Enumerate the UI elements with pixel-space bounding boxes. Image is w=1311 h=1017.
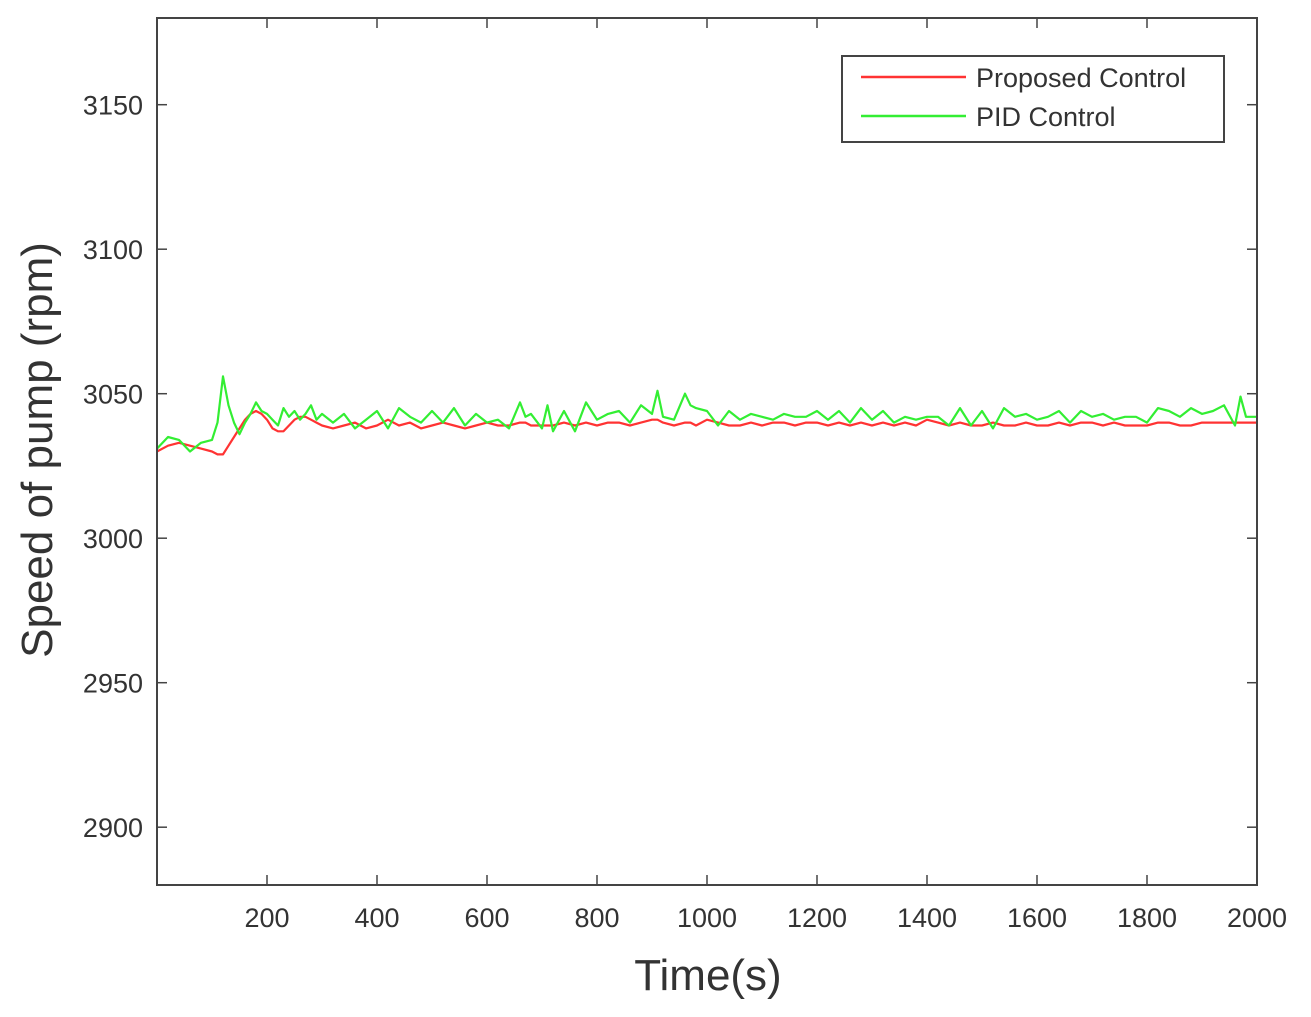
x-tick-label: 1800 xyxy=(1117,903,1177,933)
y-tick-label: 3000 xyxy=(83,524,143,554)
legend-box xyxy=(841,55,1225,143)
x-tick-label: 200 xyxy=(244,903,289,933)
y-tick-label: 3150 xyxy=(83,91,143,121)
x-tick-label: 400 xyxy=(354,903,399,933)
x-tick-label: 2000 xyxy=(1227,903,1287,933)
x-tick-label: 1400 xyxy=(897,903,957,933)
x-tick-label: 600 xyxy=(464,903,509,933)
y-tick-label: 3100 xyxy=(83,235,143,265)
legend: Proposed Control PID Control xyxy=(841,55,1225,143)
legend-label-pid-control: PID Control xyxy=(976,102,1116,132)
series-layer xyxy=(156,375,1257,456)
x-tick-label: 1600 xyxy=(1007,903,1067,933)
x-tick-label: 1000 xyxy=(677,903,737,933)
ticks-layer: 200 400 600 800 1000 1200 1400 1600 1800 2000 2900… xyxy=(83,18,1287,933)
series-line-proposed-control xyxy=(156,409,1257,456)
x-axis-label: Time(s) xyxy=(634,951,781,1000)
y-tick-label: 2900 xyxy=(83,813,143,843)
legend-label-proposed-control: Proposed Control xyxy=(976,63,1186,93)
y-tick-label: 2950 xyxy=(83,669,143,699)
y-tick-label: 3050 xyxy=(83,380,143,410)
x-tick-label: 800 xyxy=(574,903,619,933)
x-tick-label: 1200 xyxy=(787,903,847,933)
y-axis-label: Speed of pump (rpm) xyxy=(13,242,62,658)
series-line-pid-control xyxy=(156,375,1257,453)
